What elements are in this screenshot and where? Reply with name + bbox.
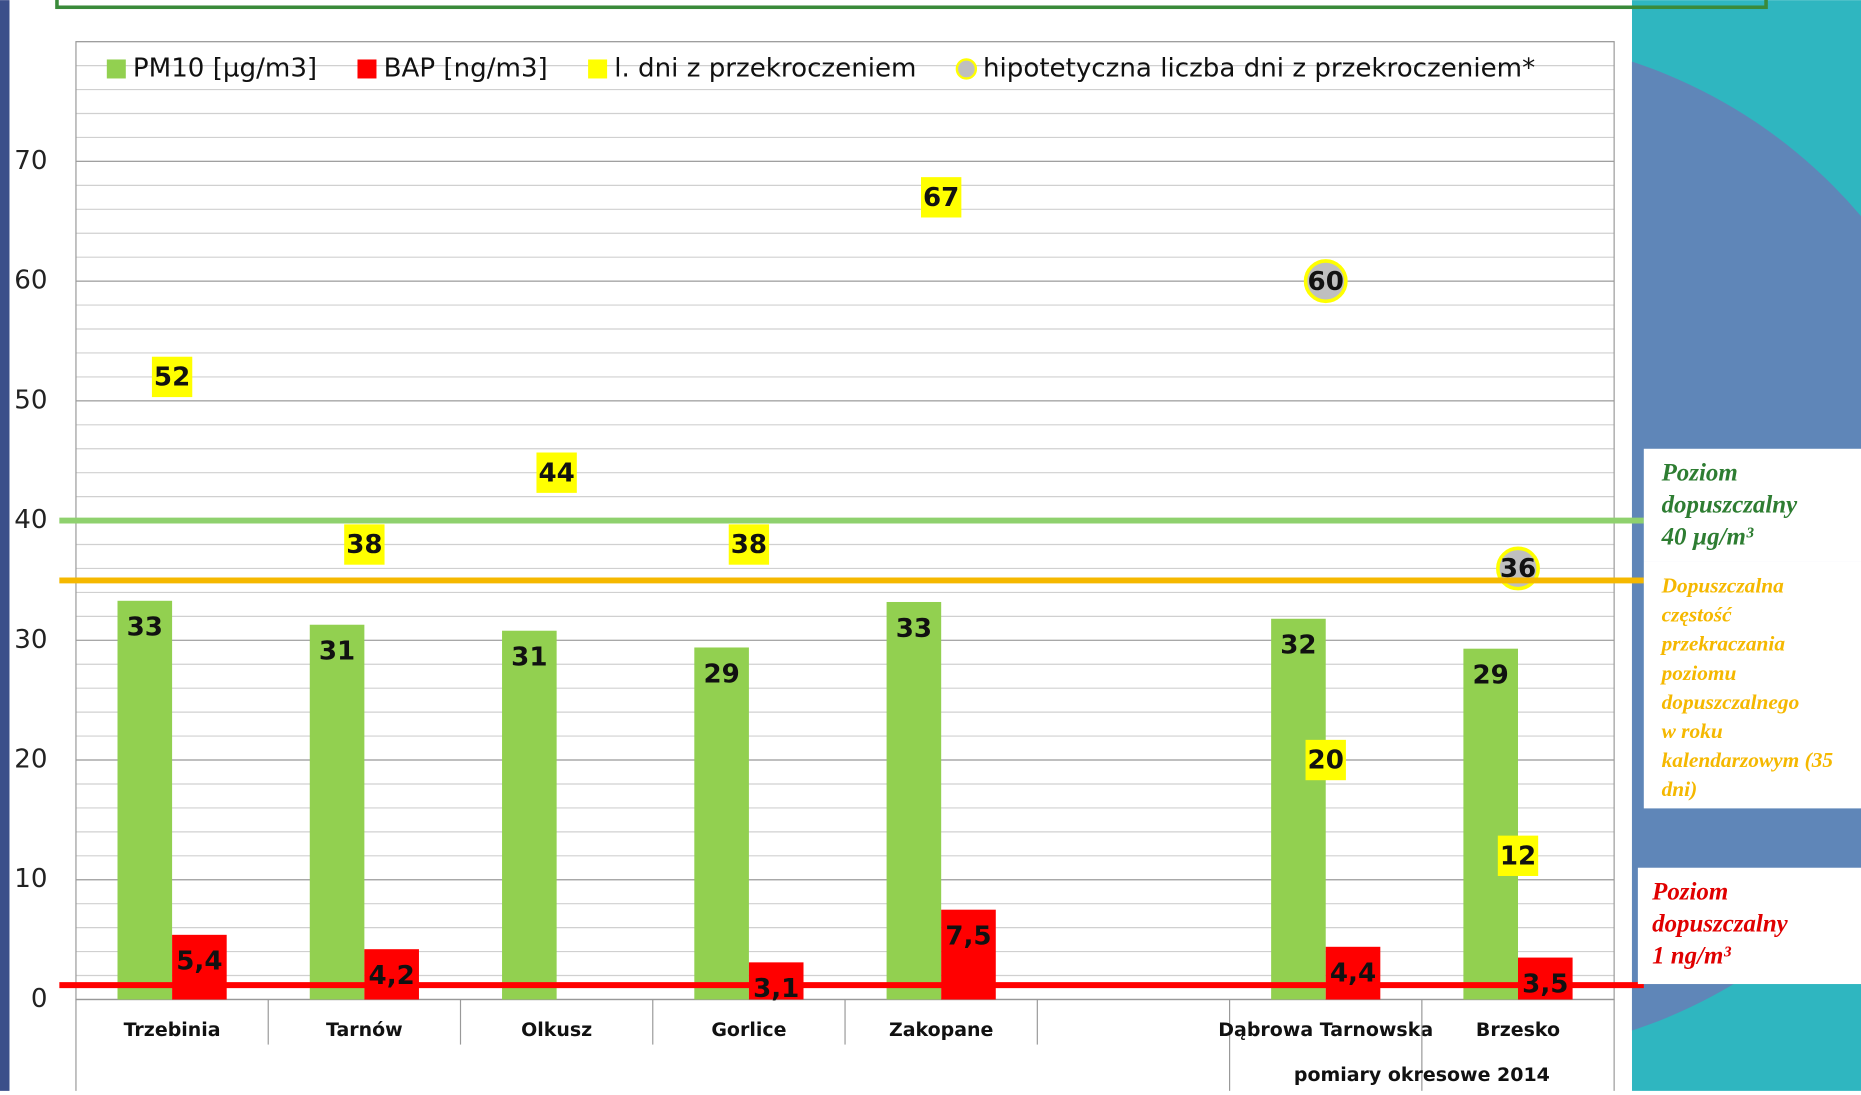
note-text: dni): [1662, 777, 1698, 801]
note-text: Dopuszczalna: [1661, 574, 1785, 598]
bar: [364, 949, 419, 1000]
x-tick-label: Olkusz: [521, 1019, 592, 1041]
legend-label: BAP [ng/m3]: [384, 53, 548, 83]
data-label: 52: [154, 363, 190, 393]
bar: [748, 962, 804, 1000]
legend-label: PM10 [µg/m3]: [133, 53, 317, 83]
data-label: 60: [1308, 267, 1344, 297]
note-text: w roku: [1662, 719, 1723, 743]
bar: [694, 647, 749, 1000]
note-text: dopuszczalny: [1652, 911, 1789, 938]
data-label: 3,5: [1522, 969, 1568, 999]
bar: [1325, 946, 1381, 1000]
data-label: 31: [319, 637, 355, 667]
legend-marker: [357, 59, 377, 79]
data-label: 31: [511, 643, 547, 673]
data-label: 44: [538, 458, 574, 488]
data-label: 3,1: [753, 974, 799, 1004]
note-text: poziomu: [1660, 661, 1737, 685]
y-tick-label: 50: [14, 385, 47, 415]
note-text: przekraczania: [1660, 632, 1786, 656]
hypothetical-marker: [1303, 259, 1348, 304]
x-tick-label: Gorlice: [711, 1019, 786, 1041]
note-text: 40 µg/m³: [1661, 524, 1754, 551]
bar: [502, 630, 557, 1000]
data-label: 7,5: [945, 921, 991, 951]
data-label: 20: [1308, 746, 1344, 776]
day-count-marker: [921, 177, 962, 218]
data-label: 12: [1500, 841, 1536, 871]
data-label: 4,4: [1330, 959, 1376, 989]
legend-label: l. dni z przekroczeniem: [614, 53, 916, 83]
data-label: 36: [1500, 554, 1536, 584]
y-tick-label: 40: [14, 505, 47, 535]
day-count-marker: [1305, 739, 1346, 781]
x-tick-label: Dąbrowa Tarnowska: [1218, 1019, 1433, 1041]
data-label: 29: [703, 659, 739, 689]
data-label: 38: [346, 530, 382, 560]
bar: [117, 600, 173, 1000]
day-count-marker: [728, 524, 770, 565]
y-tick-label: 0: [31, 984, 48, 1014]
note-box: [1637, 867, 1861, 985]
y-tick-label: 30: [14, 625, 47, 655]
note-text: Poziom: [1661, 460, 1738, 487]
data-label: 38: [731, 530, 767, 560]
data-label: 29: [1473, 660, 1509, 690]
note-box: [1643, 561, 1861, 809]
data-label: 4,2: [369, 961, 415, 991]
plot-background: [9, 0, 1632, 1091]
note-text: dopuszczalnego: [1662, 690, 1800, 714]
note-text: Poziom: [1651, 879, 1728, 906]
data-label: 5,4: [176, 947, 222, 977]
day-count-marker: [536, 452, 577, 493]
day-count-marker: [344, 524, 385, 565]
bar: [1463, 648, 1518, 1000]
legend-label: hipotetyczna liczba dni z przekroczeniem…: [983, 53, 1535, 83]
legend-marker: [106, 59, 126, 79]
bar: [886, 601, 942, 1000]
note-text: 1 ng/m³: [1652, 943, 1731, 970]
x-tick-label: Zakopane: [889, 1019, 993, 1041]
x-tick-label: Brzesko: [1476, 1019, 1560, 1041]
x-tick-label: Trzebinia: [124, 1019, 221, 1041]
x-tick-label: Tarnów: [326, 1019, 403, 1041]
note-box: [1643, 448, 1861, 562]
y-tick-label: 70: [14, 146, 47, 176]
note-text: dopuszczalny: [1662, 492, 1799, 519]
legend-marker: [588, 59, 608, 79]
y-tick-label: 10: [14, 864, 47, 894]
background-left: [0, 0, 10, 1091]
bar: [1271, 618, 1326, 1000]
day-count-marker: [151, 356, 193, 398]
data-label: 33: [127, 613, 163, 643]
y-tick-label: 60: [14, 266, 47, 296]
bar: [172, 934, 227, 1000]
group-label: pomiary okresowe 2014: [1294, 1064, 1550, 1086]
data-label: 33: [896, 614, 932, 644]
day-count-marker: [1497, 835, 1539, 876]
note-text: kalendarzowym (35: [1662, 748, 1834, 772]
bar: [1517, 957, 1573, 1000]
bar: [309, 624, 365, 1000]
note-text: częstość: [1662, 603, 1734, 627]
y-tick-label: 20: [14, 745, 47, 775]
data-label: 32: [1280, 631, 1316, 661]
top-box: [55, 0, 1768, 10]
legend-marker: [955, 58, 978, 80]
data-label: 67: [923, 183, 959, 213]
